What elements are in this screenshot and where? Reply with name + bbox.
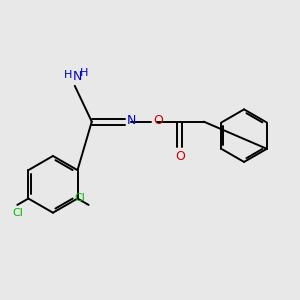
Text: O: O xyxy=(153,114,163,127)
Text: O: O xyxy=(175,150,185,163)
Text: H: H xyxy=(80,68,88,78)
Text: Cl: Cl xyxy=(74,194,85,203)
Text: Cl: Cl xyxy=(12,208,23,218)
Text: N: N xyxy=(73,70,82,83)
Text: N: N xyxy=(127,114,136,127)
Text: H: H xyxy=(64,70,72,80)
